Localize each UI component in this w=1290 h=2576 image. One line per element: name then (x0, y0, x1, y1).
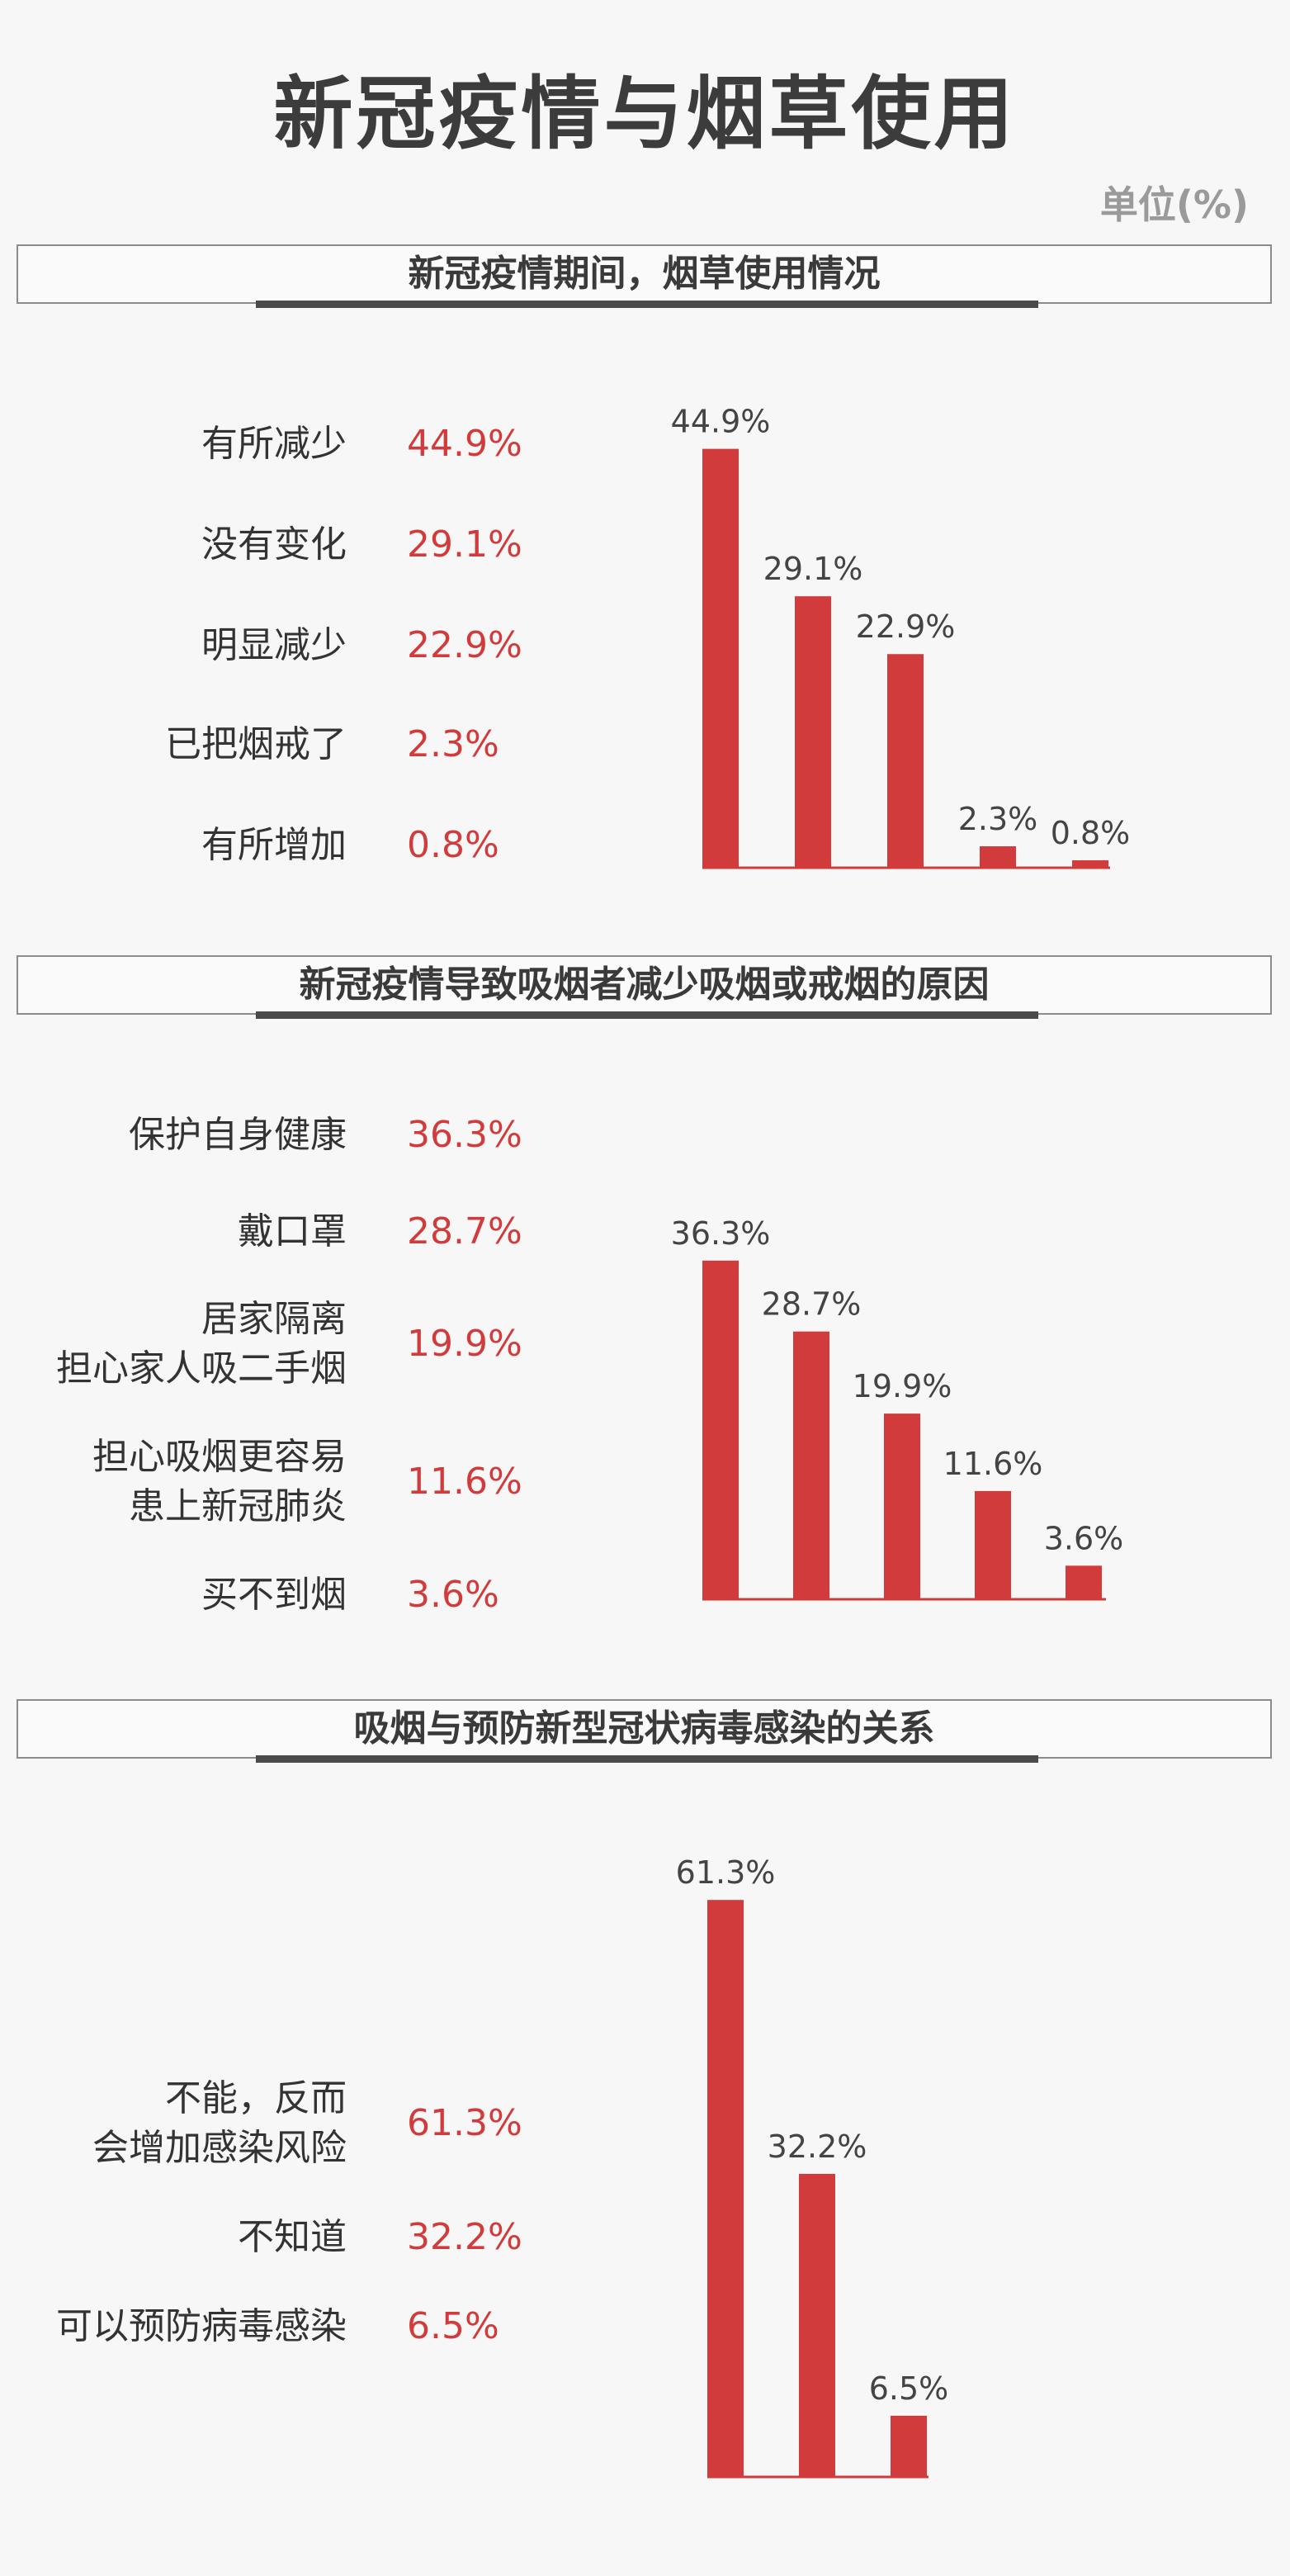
s2-label-2: 居家隔离 担心家人吸二手烟 (56, 1298, 347, 1390)
s3-label-2: 可以预防病毒感染 (56, 2305, 347, 2347)
chart-3-bar-2 (891, 2415, 927, 2477)
s1-label-2: 明显减少 (201, 624, 347, 666)
chart-1-bar-4 (1072, 859, 1108, 868)
s1-label-0: 有所减少 (201, 423, 347, 465)
chart-2-bar-0 (702, 1260, 739, 1599)
s3-pct-0: 61.3% (407, 2102, 522, 2144)
section-1-underline (256, 301, 1038, 308)
section-2-underline (256, 1011, 1038, 1019)
s1-pct-1: 29.1% (407, 523, 522, 566)
s3-label-0: 不能，反而 会增加感染风险 (92, 2077, 347, 2169)
section-1-header: 新冠疫情期间，烟草使用情况 (17, 244, 1272, 308)
page-title: 新冠疫情与烟草使用 (273, 68, 1017, 160)
section-3-underline (256, 1755, 1038, 1763)
s1-pct-0: 44.9% (407, 423, 522, 465)
s1-pct-4: 0.8% (407, 824, 499, 866)
chart-1-bar-3 (980, 846, 1016, 868)
s1-label-4: 有所增加 (201, 824, 347, 866)
chart-2-value-label-4: 3.6% (1044, 1520, 1124, 1556)
s3-pct-1: 32.2% (407, 2216, 522, 2258)
s2-pct-0: 36.3% (407, 1114, 522, 1156)
s1-pct-3: 2.3% (407, 723, 499, 765)
chart-2-bar-4 (1066, 1565, 1102, 1599)
section-1-title: 新冠疫情期间，烟草使用情况 (408, 253, 881, 295)
s1-label-1: 没有变化 (201, 523, 347, 566)
chart-2-value-label-3: 11.6% (943, 1446, 1043, 1482)
chart-1-bar-1 (795, 596, 831, 868)
s2-pct-2: 19.9% (407, 1323, 522, 1365)
s2-pct-1: 28.7% (407, 1210, 522, 1252)
chart-3-value-label-1: 32.2% (768, 2129, 867, 2165)
chart-1-bar-2 (887, 654, 924, 868)
s1-label-3: 已把烟戒了 (165, 723, 347, 765)
chart-1-value-label-1: 29.1% (763, 551, 863, 587)
chart-2-value-label-1: 28.7% (762, 1286, 862, 1323)
s2-label-3: 担心吸烟更容易 患上新冠肺炎 (92, 1436, 347, 1527)
s2-label-0: 保护自身健康 (129, 1114, 347, 1156)
chart-1-value-label-2: 22.9% (856, 608, 956, 645)
chart-3-value-label-2: 6.5% (869, 2370, 949, 2407)
chart-2-bar-3 (975, 1490, 1011, 1599)
chart-2-value-label-2: 19.9% (853, 1368, 952, 1404)
chart-1-value-label-3: 2.3% (958, 801, 1038, 837)
chart-2-bar-2 (884, 1413, 920, 1599)
chart-2-bar-1 (793, 1331, 829, 1599)
chart-1-value-label-0: 44.9% (671, 404, 771, 440)
s2-label-1: 戴口罩 (238, 1210, 347, 1252)
s3-pct-2: 6.5% (407, 2305, 499, 2347)
s2-label-4: 买不到烟 (201, 1574, 347, 1616)
s2-pct-4: 3.6% (407, 1574, 499, 1616)
s3-label-1: 不知道 (238, 2216, 347, 2258)
section-2-title: 新冠疫情导致吸烟者减少吸烟或戒烟的原因 (299, 964, 990, 1006)
chart-3-bar-0 (707, 1900, 744, 2477)
s2-pct-3: 11.6% (407, 1461, 522, 1503)
section-3-title: 吸烟与预防新型冠状病毒感染的关系 (353, 1707, 935, 1750)
chart-3-bar-1 (799, 2173, 835, 2477)
unit-label: 单位(%) (1099, 182, 1249, 227)
chart-1-value-label-4: 0.8% (1051, 815, 1131, 851)
chart-3-value-label-0: 61.3% (676, 1854, 776, 1891)
chart-1-bar-0 (702, 448, 739, 868)
chart-2-value-label-0: 36.3% (671, 1215, 771, 1252)
s1-pct-2: 22.9% (407, 624, 522, 666)
section-3-header: 吸烟与预防新型冠状病毒感染的关系 (17, 1699, 1272, 1763)
section-2-header: 新冠疫情导致吸烟者减少吸烟或戒烟的原因 (17, 955, 1272, 1019)
